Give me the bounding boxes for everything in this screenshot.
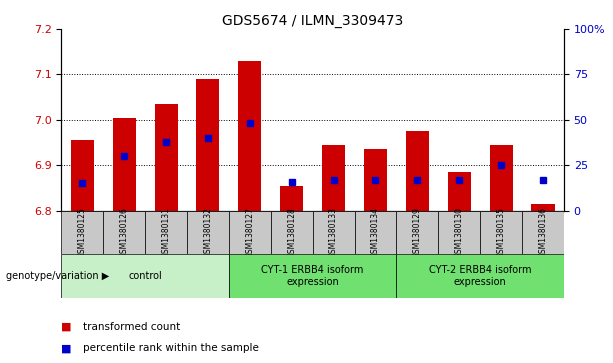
Text: GSM1380126: GSM1380126 (120, 207, 129, 258)
Text: CYT-1 ERBB4 isoform
expression: CYT-1 ERBB4 isoform expression (261, 265, 364, 287)
Bar (480, 211, 522, 254)
Bar (70, 140, 94, 211)
Text: ■: ■ (61, 322, 72, 332)
Text: GSM1380128: GSM1380128 (287, 207, 296, 258)
Bar (61, 254, 229, 298)
Bar (447, 172, 471, 211)
Text: transformed count: transformed count (83, 322, 180, 332)
Text: GSM1380132: GSM1380132 (204, 207, 213, 258)
Bar (397, 254, 564, 298)
Bar (490, 145, 512, 211)
Bar (187, 211, 229, 254)
Text: GSM1380127: GSM1380127 (245, 207, 254, 258)
Text: ■: ■ (61, 343, 72, 354)
Text: GSM1380125: GSM1380125 (78, 207, 87, 258)
Bar (196, 79, 219, 211)
Text: genotype/variation ▶: genotype/variation ▶ (6, 271, 109, 281)
Bar (154, 104, 178, 211)
Bar (145, 211, 187, 254)
Bar (531, 204, 555, 211)
Text: control: control (128, 271, 162, 281)
Bar (438, 211, 480, 254)
Text: CYT-2 ERBB4 isoform
expression: CYT-2 ERBB4 isoform expression (429, 265, 531, 287)
Text: GSM1380133: GSM1380133 (329, 207, 338, 258)
Bar (280, 185, 303, 211)
Bar (61, 211, 103, 254)
Text: GSM1380135: GSM1380135 (497, 207, 506, 258)
Title: GDS5674 / ILMN_3309473: GDS5674 / ILMN_3309473 (222, 14, 403, 28)
Bar (397, 211, 438, 254)
Bar (103, 211, 145, 254)
Bar (113, 118, 135, 211)
Bar (522, 211, 564, 254)
Bar (354, 211, 397, 254)
Text: GSM1380134: GSM1380134 (371, 207, 380, 258)
Text: GSM1380136: GSM1380136 (538, 207, 547, 258)
Bar (406, 131, 429, 211)
Text: GSM1380131: GSM1380131 (161, 207, 170, 258)
Text: GSM1380130: GSM1380130 (455, 207, 464, 258)
Bar (238, 61, 261, 211)
Text: GSM1380129: GSM1380129 (413, 207, 422, 258)
Bar (322, 145, 345, 211)
Bar (271, 211, 313, 254)
Bar (364, 149, 387, 211)
Bar (229, 211, 271, 254)
Bar (229, 254, 397, 298)
Text: percentile rank within the sample: percentile rank within the sample (83, 343, 259, 354)
Bar (313, 211, 354, 254)
